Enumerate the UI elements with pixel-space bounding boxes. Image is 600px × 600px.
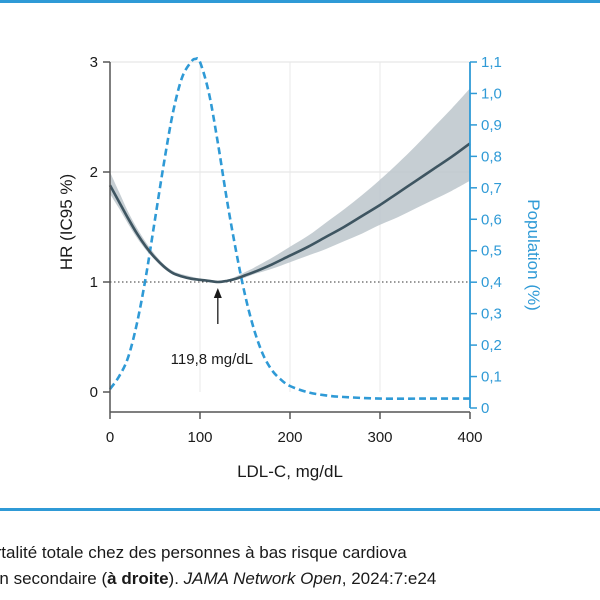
ci-band-group: [110, 88, 470, 284]
ci-band: [110, 88, 470, 284]
y-right-tick-label: 0,8: [481, 148, 502, 165]
y-axis-title-left: HR (IC95 %): [57, 174, 76, 270]
caption-line-2: ntion secondaire (à droite). JAMA Networ…: [0, 566, 600, 592]
x-tick-label: 400: [457, 429, 482, 446]
y-right-tick-label: 0,5: [481, 243, 502, 260]
y-right-tick-label: 1,1: [481, 54, 502, 71]
x-tick-label: 200: [277, 429, 302, 446]
x-tick-label: 300: [367, 429, 392, 446]
ticks-group: 0 1 2 3 0 0,1 0,2 0,3 0,4 0,5 0,6 0,7 0,8 0,9 1,0 1,1 0 1…: [90, 54, 502, 446]
y-right-tick-label: 0,7: [481, 180, 502, 197]
y-left-tick-label: 3: [90, 54, 98, 71]
hr-line: [108, 142, 471, 284]
y-right-tick-label: 0: [481, 400, 489, 417]
hr-line-group: [108, 142, 471, 284]
caption-text-a: ntion secondaire (: [0, 569, 108, 588]
chart: 0 1 2 3 0 0,1 0,2 0,3 0,4 0,5 0,6 0,7 0,8 0,9 1,0 1,1 0 1…: [57, 54, 543, 481]
y-left-tick-label: 2: [90, 164, 98, 181]
y-right-tick-label: 0,6: [481, 211, 502, 228]
annotation-group: 119,8 mg/dL: [171, 288, 253, 368]
caption-text-b: ).: [168, 569, 184, 588]
population-line-group: [108, 56, 470, 400]
annotation-label: 119,8 mg/dL: [171, 351, 253, 368]
gridlines: [110, 61, 470, 392]
top-border: [0, 0, 600, 3]
bottom-border: [0, 508, 600, 511]
y-right-tick-label: 0,9: [481, 117, 502, 134]
y-left-tick-label: 0: [90, 384, 98, 401]
annotation-arrow-head: [213, 288, 222, 298]
figure-caption: mortalité totale chez des personnes à ba…: [0, 540, 600, 592]
y-right-tick-label: 0,1: [481, 369, 502, 386]
y-axis-title-right: Population (%): [524, 199, 543, 311]
caption-bold: à droite: [107, 569, 169, 588]
caption-journal: JAMA Network Open: [183, 569, 342, 588]
x-tick-label: 0: [106, 429, 114, 446]
population-line: [108, 56, 470, 400]
y-right-tick-label: 0,3: [481, 306, 502, 323]
caption-text-c: , 2024:7:e24: [341, 569, 437, 588]
y-right-tick-label: 0,4: [481, 274, 502, 291]
x-axis-title: LDL-C, mg/dL: [237, 462, 343, 481]
y-right-tick-label: 0,2: [481, 337, 502, 354]
caption-line-1: mortalité totale chez des personnes à ba…: [0, 543, 407, 562]
y-left-tick-label: 1: [90, 274, 98, 291]
x-tick-label: 100: [187, 429, 212, 446]
y-right-tick-label: 1,0: [481, 85, 502, 102]
